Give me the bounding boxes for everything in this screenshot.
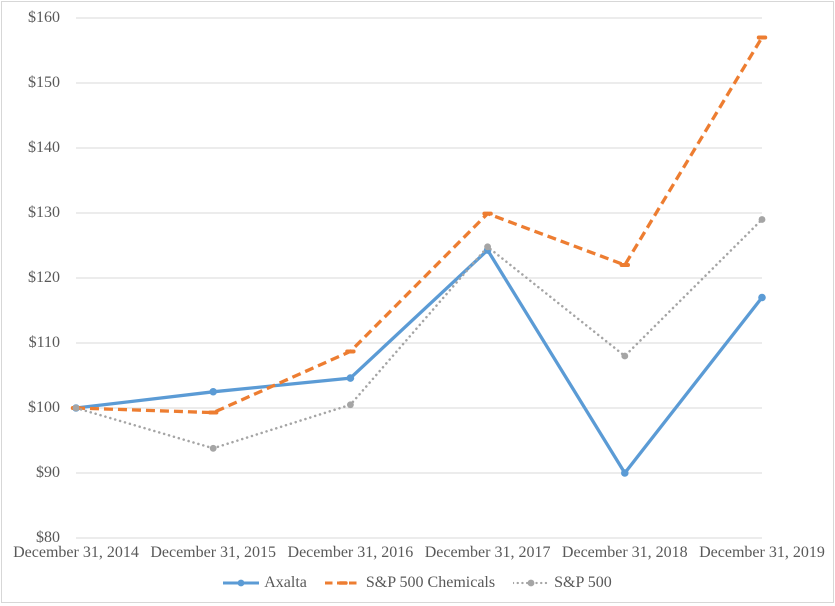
legend: Axalta S&P 500 Chemicals S&P 500 — [2, 574, 833, 592]
series-s-p-500-chemicals — [70, 35, 768, 415]
series-line — [74, 248, 764, 475]
y-tick-label: $80 — [36, 529, 60, 546]
series-s-p-500 — [72, 216, 766, 452]
data-point-marker — [621, 352, 629, 360]
legend-item-sp500-chemicals: S&P 500 Chemicals — [324, 574, 496, 592]
y-tick-label: $130 — [28, 204, 60, 221]
y-tick-label: $100 — [28, 399, 60, 416]
data-point-marker — [482, 211, 493, 216]
x-tick-label: December 31, 2016 — [287, 544, 414, 561]
x-tick-label: December 31, 2015 — [150, 544, 277, 561]
data-point-marker — [756, 35, 768, 40]
data-point-marker — [72, 404, 80, 412]
data-point-marker — [619, 263, 630, 267]
legend-line-sample-sp500-chemicals — [324, 581, 361, 585]
gridlines — [76, 17, 762, 539]
data-point-marker — [621, 469, 629, 477]
data-point-marker — [758, 216, 766, 223]
legend-label-axalta: Axalta — [264, 574, 307, 591]
series-line — [75, 36, 764, 415]
y-tick-label: $120 — [28, 269, 60, 286]
legend-label-sp500-chemicals: S&P 500 Chemicals — [365, 574, 496, 591]
y-tick-label: $90 — [36, 464, 60, 481]
data-point-marker — [346, 374, 355, 382]
legend-line-sample-sp500 — [513, 579, 550, 587]
data-point-marker — [338, 581, 348, 585]
data-point-marker — [237, 579, 245, 587]
data-point-marker — [346, 401, 354, 409]
y-tick-label: $160 — [28, 9, 60, 26]
legend-item-sp500: S&P 500 — [513, 574, 612, 592]
legend-label-sp500: S&P 500 — [554, 574, 612, 591]
data-point-marker — [345, 349, 356, 354]
x-tick-label: December 31, 2018 — [561, 544, 688, 561]
y-tick-label: $150 — [28, 74, 60, 91]
x-tick-label: December 31, 2014 — [13, 544, 139, 561]
data-point-marker — [484, 243, 492, 251]
legend-line-sample-axalta — [223, 579, 260, 587]
y-tick-label: $140 — [28, 139, 60, 156]
x-tick-label: December 31, 2019 — [699, 544, 825, 561]
y-tick-label: $110 — [28, 334, 60, 351]
x-tick-label: December 31, 2017 — [424, 544, 551, 561]
data-point-marker — [208, 410, 219, 415]
data-point-marker — [758, 293, 766, 302]
series-line — [74, 218, 764, 450]
data-point-marker — [209, 444, 217, 452]
data-point-marker — [527, 579, 535, 587]
data-point-marker — [209, 387, 217, 396]
legend-item-axalta: Axalta — [223, 574, 307, 592]
